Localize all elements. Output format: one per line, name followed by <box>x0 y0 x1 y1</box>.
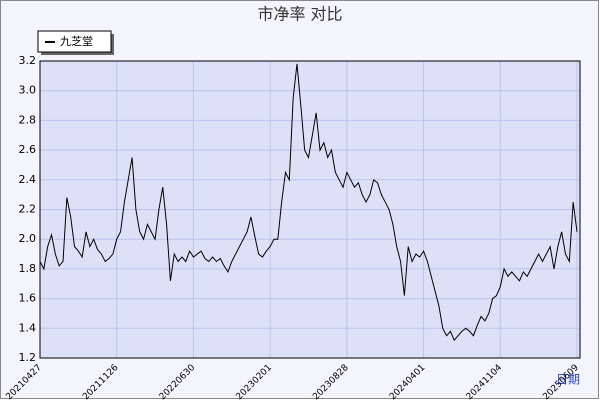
y-tick-label: 2.2 <box>19 203 37 216</box>
x-axis-label: 日期 <box>556 373 580 387</box>
y-tick-label: 1.2 <box>19 351 37 364</box>
y-tick-label: 3.0 <box>19 84 37 97</box>
legend: 九芝堂 <box>37 30 114 55</box>
y-tick-label: 1.8 <box>19 262 37 275</box>
legend-box <box>37 30 112 53</box>
y-tick-label: 2.4 <box>19 173 37 186</box>
chart-title: 市净率 对比 <box>257 5 342 24</box>
y-tick-label: 1.4 <box>19 321 37 334</box>
y-tick-label: 3.2 <box>19 54 37 67</box>
plot-border <box>39 60 581 359</box>
legend-label: 九芝堂 <box>60 35 93 48</box>
y-tick-label: 2.0 <box>19 232 37 245</box>
data-line <box>39 63 578 342</box>
y-tick-label: 2.8 <box>19 113 37 126</box>
y-tick-label: 2.6 <box>19 143 37 156</box>
y-tick-label: 1.6 <box>19 292 37 305</box>
